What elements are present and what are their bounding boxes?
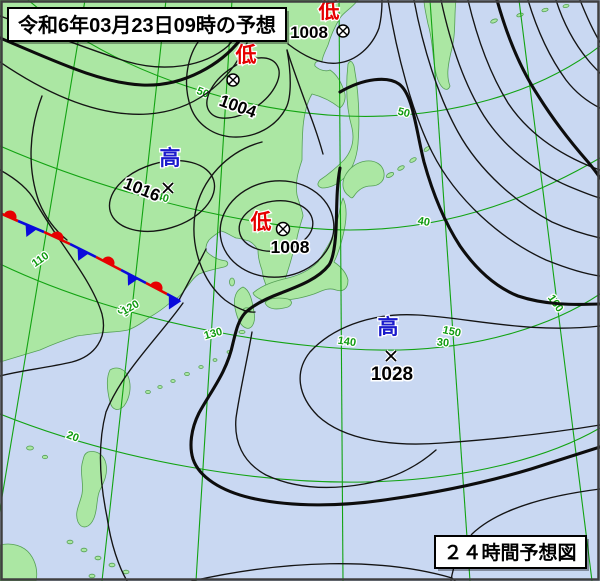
front-cold-triangle	[77, 248, 89, 261]
isobar-thick-japan	[189, 166, 600, 507]
lon-label-140: 140	[337, 335, 357, 349]
high-symbol: 高	[160, 146, 181, 170]
footer-box-frame	[434, 535, 587, 569]
isobar-1004-oval	[206, 57, 280, 119]
isobar	[99, 302, 184, 581]
isobar-1016-oval	[108, 160, 216, 232]
front-segment-blue	[17, 219, 45, 234]
land-shikoku	[264, 297, 292, 310]
front-warm-semicircle	[4, 210, 17, 220]
land-kyushu	[234, 286, 255, 329]
high-center-mark	[161, 181, 175, 195]
low-value: 1008	[271, 237, 310, 257]
isobar	[0, 169, 104, 377]
isobar	[0, 42, 248, 115]
stationary-front	[1, 210, 182, 310]
low-value: 1008	[290, 23, 328, 42]
low-symbol: 低	[318, 0, 340, 23]
isobar	[193, 141, 263, 313]
lat-label-40-west: 40	[155, 191, 170, 206]
front-segment-red	[145, 281, 168, 296]
parallel-20n	[0, 413, 600, 483]
lat-label-50-east: 50	[396, 106, 411, 121]
isobar	[387, 0, 600, 277]
title-box: 令和6年03月23日09時の予想	[7, 7, 289, 44]
isobar	[286, 49, 324, 155]
low-center-mark	[336, 24, 350, 38]
front-cold-triangle	[25, 224, 37, 237]
landmasses	[0, 0, 570, 581]
meridian-130e	[195, 0, 233, 581]
front-cold-triangle	[168, 294, 182, 310]
isobar	[30, 95, 68, 241]
pressure-systems: 低 1008 低 1004 高 1016 低	[119, 0, 414, 387]
front-cold-triangle	[127, 273, 139, 286]
isobar-1024	[299, 314, 600, 445]
footer-box: ２４時間予想図	[434, 535, 589, 571]
lat-label-20: 20	[65, 429, 81, 444]
land-sakhalin-strip	[317, 61, 360, 189]
isobar	[235, 331, 437, 489]
meridian-110e	[0, 0, 86, 513]
front-segment-blue	[69, 242, 97, 259]
isobar-thick-ne-bundle	[495, 0, 600, 180]
lat-label-30-east: 30	[436, 336, 449, 349]
front-segment-red	[95, 255, 122, 272]
meridian-150e	[429, 0, 471, 581]
land-luzon	[76, 451, 107, 528]
parallel-30n	[0, 263, 600, 351]
high-value: 1028	[371, 364, 413, 385]
chart-title: 令和6年03月23日09時の予想	[18, 13, 276, 37]
front-warm-semicircle	[51, 231, 64, 241]
system-low-okhotsk: 低 1008	[289, 0, 350, 44]
low-center-mark	[226, 73, 240, 87]
graticule-labels: 50 50 40 40 30 30 20 110 120 130 140 150…	[29, 84, 567, 446]
chart-footer: ２４時間予想図	[443, 541, 576, 564]
high-center-mark	[384, 349, 398, 363]
isobar-thick-okhotsk	[338, 77, 600, 306]
isobar-1008-outer	[219, 180, 335, 278]
low-symbol: 低	[250, 210, 272, 234]
front-warm-semicircle	[150, 281, 163, 292]
high-symbol: 高	[378, 315, 399, 339]
meridian-120e	[101, 0, 167, 581]
title-box-frame	[7, 7, 287, 42]
system-low-japan-sea: 低 1008	[248, 209, 311, 259]
isobar	[287, 0, 383, 64]
parallel-40n	[0, 145, 600, 231]
isobar	[527, 0, 600, 109]
lon-label-150: 150	[442, 324, 462, 340]
meridian-160e	[518, 0, 593, 581]
isobar	[413, 0, 600, 239]
isobar	[185, 41, 291, 138]
isobar	[440, 0, 600, 199]
low-symbol: 低	[235, 43, 257, 67]
lat-label-40-east: 40	[417, 215, 431, 229]
isobar	[191, 562, 456, 581]
isobar	[555, 0, 600, 74]
isobar	[467, 0, 600, 171]
front-warm-semicircle	[102, 256, 115, 266]
isobar	[178, 248, 207, 301]
isobar-1008-inner	[238, 200, 314, 252]
low-center-mark	[275, 221, 291, 237]
meridian-140e	[338, 0, 344, 581]
system-high-pacific: 高 1028	[369, 314, 414, 387]
land-hokkaido	[342, 160, 385, 199]
front-segment-red	[1, 212, 19, 223]
